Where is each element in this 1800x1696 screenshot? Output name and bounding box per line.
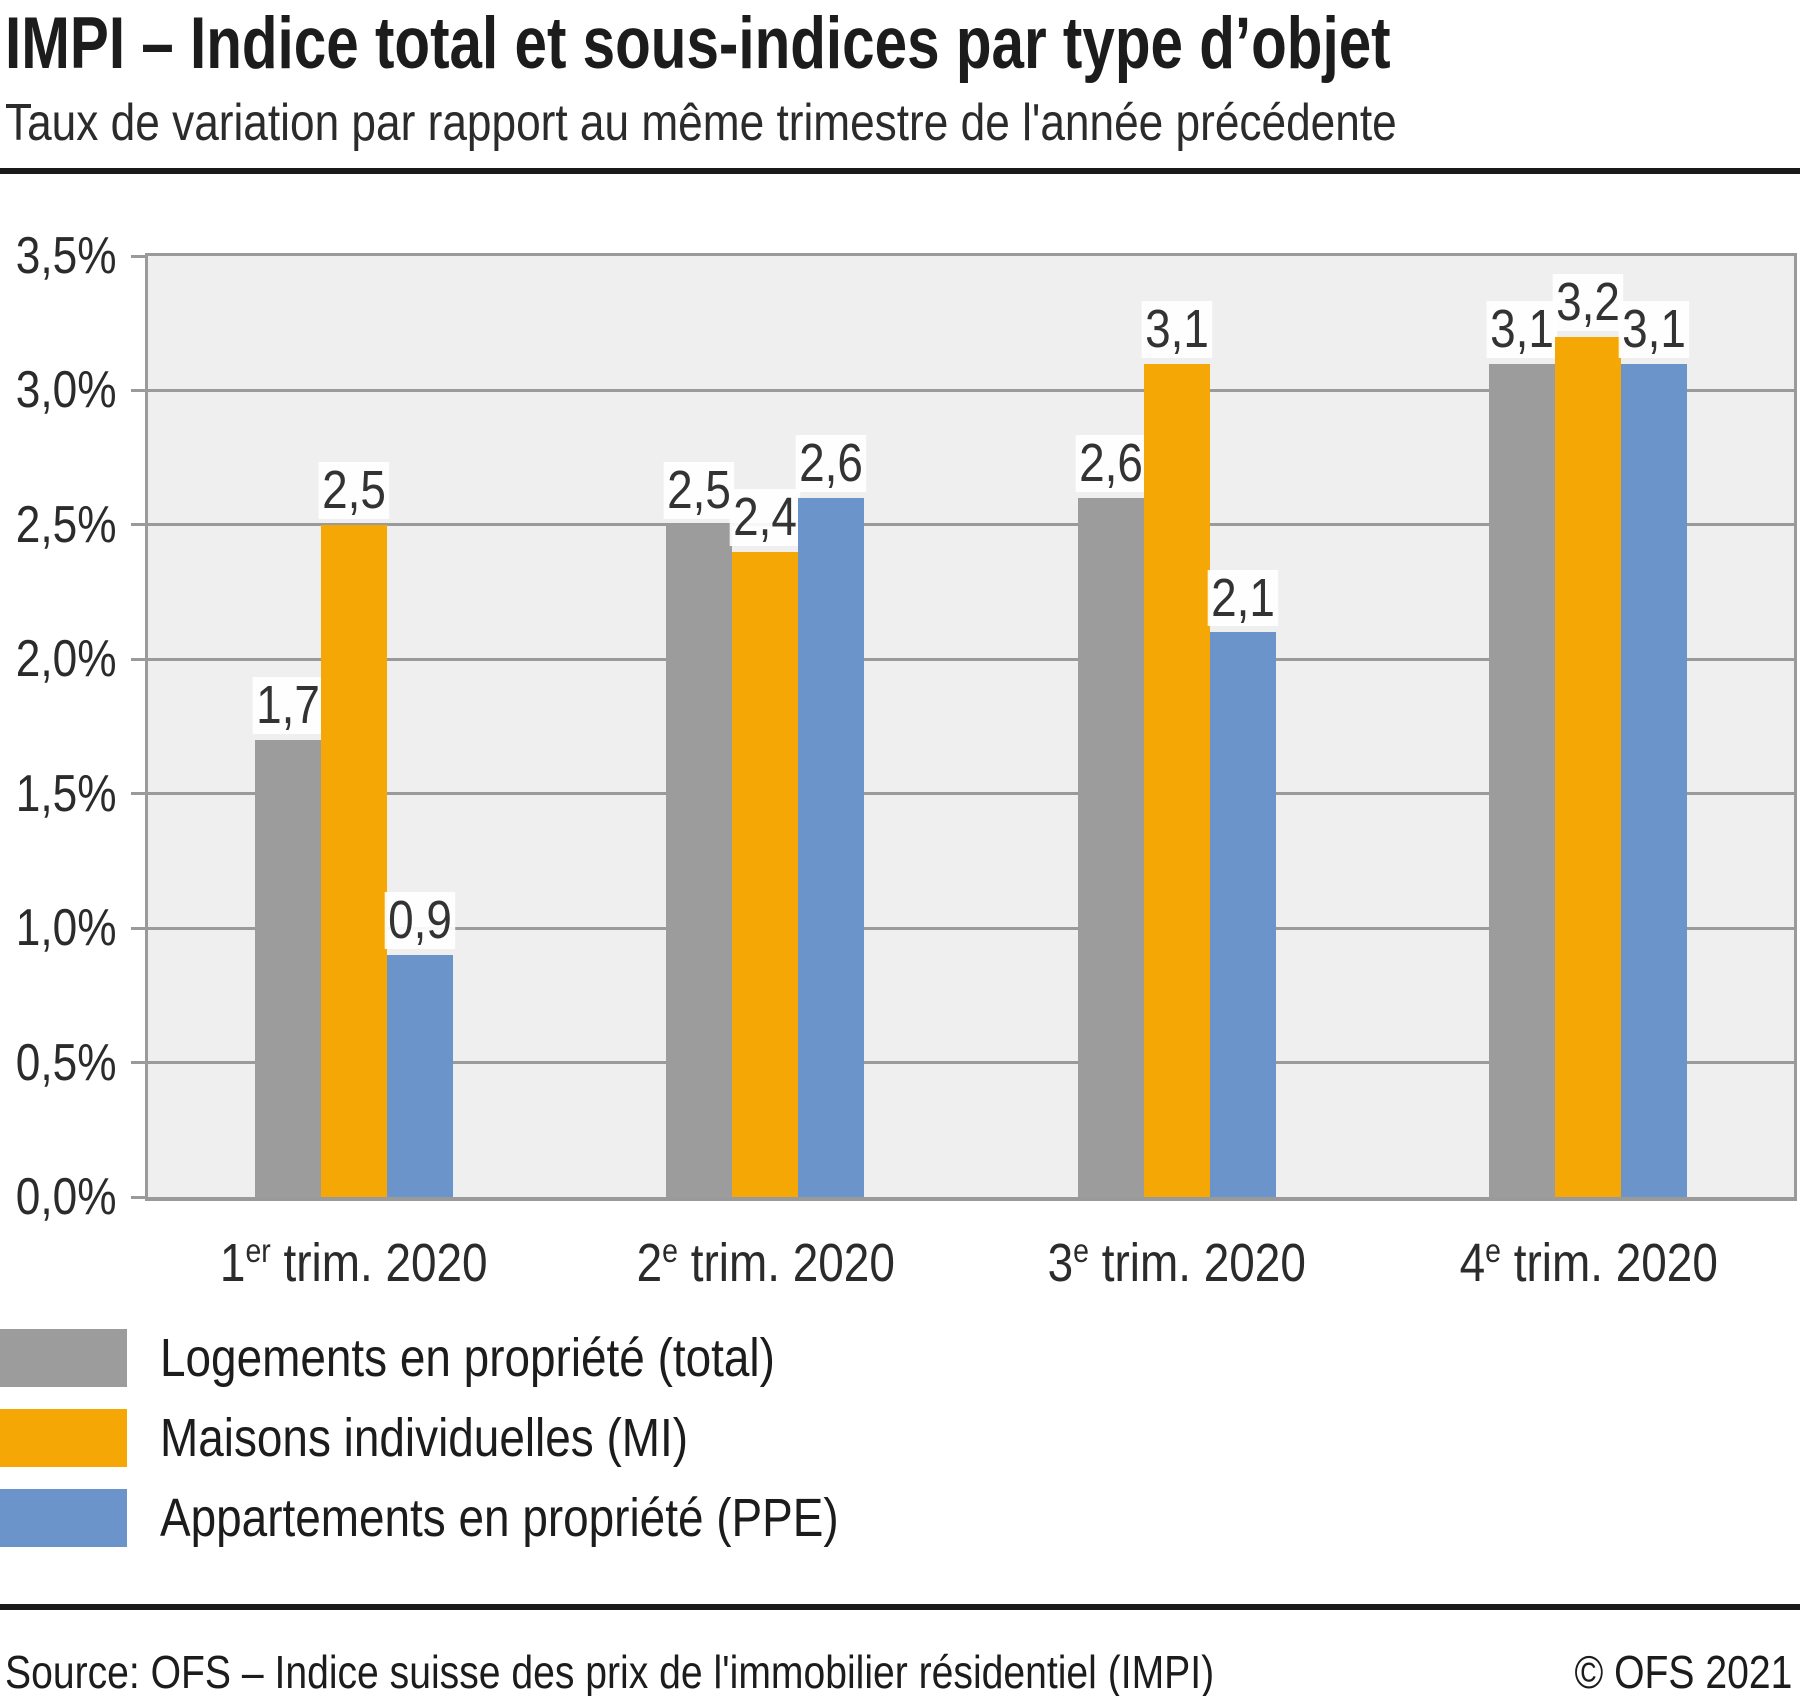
axis-tick (131, 792, 145, 796)
bar-value-label: 0,9 (384, 892, 456, 950)
bar-value-label: 2,5 (663, 462, 735, 519)
y-tick-label: 3,0% (15, 361, 117, 420)
bar-value-label: 1,7 (252, 677, 324, 734)
bar-value-label: 3,1 (1141, 301, 1213, 358)
axis-tick (131, 1195, 145, 1199)
legend-label: Appartements en propriété (PPE) (160, 1488, 839, 1548)
y-tick-label: 1,5% (15, 764, 117, 823)
bar-value-label: 3,1 (1486, 301, 1558, 358)
y-tick-label: 0,5% (15, 1033, 117, 1092)
copyright-note: © OFS 2021 (1574, 1646, 1792, 1696)
x-tick-label: 3e trim. 2020 (1047, 1233, 1306, 1293)
legend-swatch (0, 1489, 127, 1547)
bar (1621, 363, 1688, 1197)
gridline (148, 792, 1794, 796)
bar (1555, 336, 1622, 1197)
legend-swatch (0, 1329, 127, 1387)
axis-tick (131, 926, 145, 930)
bar (1209, 632, 1276, 1197)
page-subtitle: Taux de variation par rapport au même tr… (5, 94, 1397, 152)
y-tick-label: 0,0% (15, 1168, 117, 1226)
header-divider (0, 168, 1800, 174)
bar (1077, 497, 1144, 1197)
x-tick-label: 4e trim. 2020 (1459, 1233, 1718, 1293)
gridline (148, 388, 1794, 392)
x-tick-label: 1er trim. 2020 (219, 1233, 488, 1293)
gridline (148, 926, 1794, 930)
gridline (148, 657, 1794, 661)
legend-swatch (0, 1409, 127, 1467)
bar (732, 551, 799, 1197)
x-tick-label: 2e trim. 2020 (636, 1233, 895, 1293)
legend-label: Logements en propriété (total) (160, 1328, 775, 1388)
bar (254, 739, 321, 1197)
axis-tick (131, 657, 145, 661)
bar (1489, 363, 1556, 1197)
axis-tick (131, 1061, 145, 1065)
bar (1143, 363, 1210, 1197)
plot-area: 1,7 2,5 2,6 3,1 2,5 2,4 3,1 3,2 0,9 2,6 2,1 3,1 (131, 253, 1797, 1201)
y-tick-label: 2,5% (15, 495, 117, 554)
bar-value-label: 2,6 (1075, 435, 1147, 492)
bar-value-label: 3,2 (1552, 274, 1624, 331)
source-note: Source: OFS – Indice suisse des prix de … (5, 1646, 1215, 1696)
gridline (148, 523, 1794, 527)
bar-value-label: 3,1 (1618, 301, 1690, 358)
bar (798, 497, 865, 1197)
bar-value-label: 2,1 (1207, 570, 1279, 627)
axis-tick (131, 523, 145, 527)
bar (320, 524, 387, 1197)
bar-value-label: 2,4 (729, 489, 801, 546)
footer-divider (0, 1604, 1800, 1610)
y-tick-label: 1,0% (15, 899, 117, 958)
legend-label: Maisons individuelles (MI) (160, 1408, 689, 1468)
y-tick-label: 2,0% (15, 630, 117, 689)
bar (386, 955, 453, 1197)
y-tick-label: 3,5% (15, 227, 117, 285)
bar (666, 524, 733, 1197)
bar-value-label: 2,5 (318, 462, 390, 519)
bar-value-label: 2,6 (795, 435, 867, 492)
axis-tick (131, 388, 145, 392)
gridline (148, 1061, 1794, 1065)
page-title: IMPI – Indice total et sous-indices par … (5, 3, 1391, 84)
axis-tick (131, 254, 145, 258)
